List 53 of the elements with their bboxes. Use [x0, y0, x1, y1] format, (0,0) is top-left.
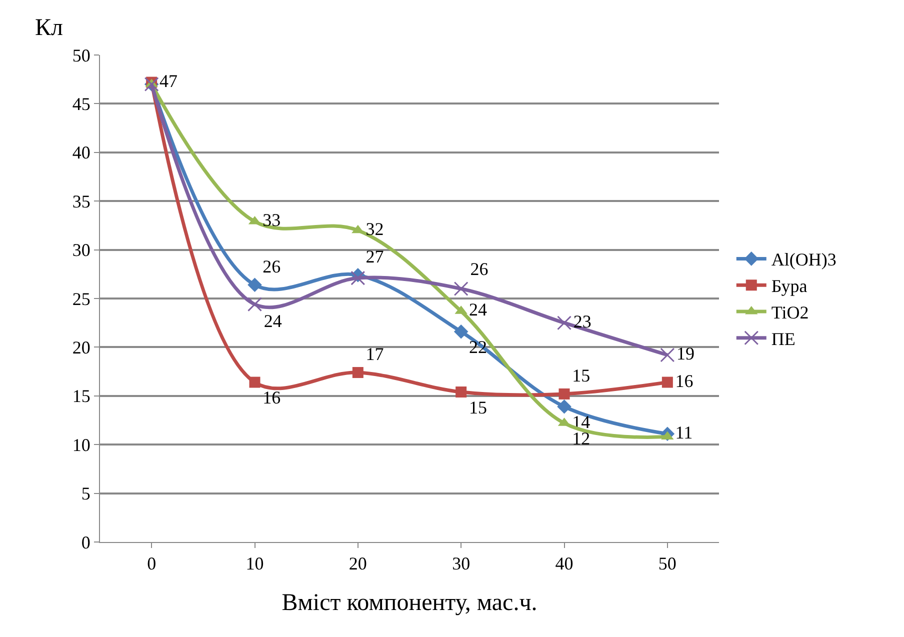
legend-label: Al(OH)3 [771, 250, 836, 270]
y-tick-label: 50 [72, 45, 90, 66]
x-axis-title: Вміст компоненту, мас.ч. [282, 590, 538, 616]
y-tick-label: 5 [81, 484, 90, 504]
x-tick-label: 30 [452, 554, 470, 574]
y-axis-title: Кл [35, 15, 64, 41]
data-label: 15 [572, 366, 590, 386]
x-tick-label: 40 [555, 554, 574, 574]
data-label: 11 [675, 422, 693, 442]
y-tick-label: 35 [72, 191, 90, 212]
point [454, 282, 468, 296]
y-tick-label: 15 [72, 386, 90, 406]
point [248, 297, 262, 312]
data-label: 12 [572, 428, 590, 449]
data-label: 17 [366, 344, 384, 364]
data-label: 27 [366, 246, 384, 267]
y-tick-label: 45 [72, 94, 90, 114]
data-label: 23 [573, 311, 592, 332]
x-tick-label: 10 [246, 554, 264, 574]
legend-label: Бура [771, 276, 808, 296]
y-tick-label: 40 [72, 142, 90, 163]
point [660, 348, 675, 362]
data-label: 24 [264, 310, 282, 331]
point [249, 376, 260, 388]
data-label: 47 [159, 70, 178, 91]
data-label: 16 [262, 388, 281, 408]
data-label: 33 [262, 210, 281, 230]
data-label: 24 [468, 300, 487, 320]
legend-label: TiO2 [771, 302, 809, 323]
data-label: 26 [262, 256, 281, 276]
point [248, 278, 262, 292]
data-label: 16 [675, 370, 694, 391]
y-tick-label: 30 [72, 240, 90, 260]
point [558, 388, 570, 400]
data-label: 32 [366, 218, 384, 239]
point [557, 316, 572, 330]
data-label: 15 [468, 397, 487, 418]
y-tick-label: 10 [72, 434, 90, 455]
legend-label: ПЕ [771, 328, 796, 349]
data-label: 19 [676, 343, 695, 364]
x-tick-label: 0 [147, 554, 156, 574]
x-tick-label: 50 [658, 554, 676, 574]
point [454, 324, 468, 339]
y-tick-label: 25 [72, 288, 90, 309]
point [662, 376, 673, 388]
point [557, 399, 572, 414]
data-label: 26 [470, 259, 488, 280]
y-tick-label: 0 [81, 532, 90, 552]
point [350, 270, 366, 286]
point [352, 367, 364, 378]
point [456, 386, 467, 398]
x-tick-label: 20 [348, 554, 367, 574]
y-tick-label: 20 [72, 338, 90, 358]
